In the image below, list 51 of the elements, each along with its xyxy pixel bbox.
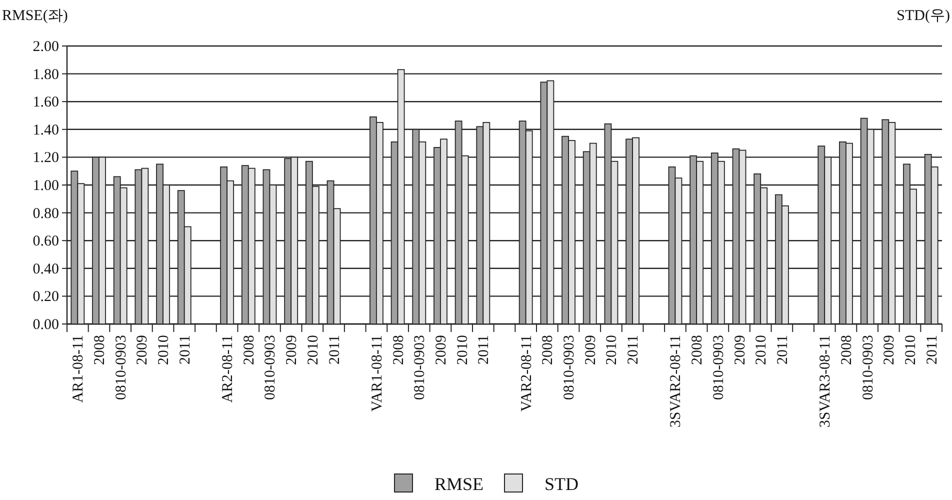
y-tick-label: 1.00	[32, 178, 59, 194]
x-tick-label: 2009	[732, 335, 748, 365]
x-tick-label: 2010	[754, 335, 770, 365]
x-tick-label: 2008	[241, 335, 258, 365]
y2-axis-title: STD(우)	[896, 8, 950, 24]
x-tick-label: 2011	[177, 335, 194, 364]
x-tick-label: VAR1-08-11	[369, 335, 386, 412]
y-tick-label: 1.20	[32, 150, 59, 166]
y-tick-label: 0.80	[32, 206, 59, 222]
x-tick-label: 2008	[838, 335, 855, 365]
y-tick-label: 2.00	[32, 39, 59, 55]
x-tick-label: 2010	[305, 335, 322, 365]
x-tick-label: 2010	[604, 335, 620, 365]
y-tick-label: 0.00	[32, 317, 59, 333]
x-tick-label: 0810-0903	[412, 335, 428, 400]
x-tick-label: 2009	[134, 335, 151, 365]
x-tick-label: 2008	[690, 335, 706, 365]
x-tick-label: 2010	[156, 335, 172, 365]
x-tick-label: 0810-0903	[710, 335, 727, 400]
x-tick-label: 2011	[924, 335, 940, 364]
x-tick-label: 0810-0903	[562, 335, 578, 400]
legend-label: RMSE	[434, 474, 484, 494]
y-tick-label: 0.60	[32, 234, 59, 250]
y-tick-label: 1.40	[32, 122, 59, 138]
y-tick-label: 1.80	[32, 66, 59, 83]
x-tick-label: 3SVAR3-08-11	[818, 335, 834, 428]
y-axis-title: RMSE(좌)	[2, 8, 68, 24]
x-tick-label: 2009	[284, 335, 300, 365]
x-tick-label: AR2-08-11	[220, 335, 236, 403]
y-tick-label: 0.40	[32, 261, 59, 278]
x-tick-label: 0810-0903	[113, 335, 130, 400]
x-tick-label: 2009	[433, 335, 450, 365]
x-tick-label: 2009	[882, 335, 898, 365]
x-tick-label: 2008	[92, 335, 108, 365]
x-tick-label: 2011	[626, 335, 642, 364]
x-tick-label: 2011	[326, 335, 343, 364]
x-tick-label: 2008	[540, 335, 556, 365]
x-tick-label: 3SVAR2-08-11	[668, 335, 684, 428]
x-tick-label: 2010	[902, 335, 919, 365]
x-tick-label: 0810-0903	[262, 335, 279, 400]
y-tick-label: 0.20	[32, 289, 59, 306]
x-tick-label: 2009	[582, 335, 599, 365]
x-tick-label: 2011	[476, 335, 492, 364]
y-tick-label: 1.60	[32, 94, 59, 111]
x-tick-label: 2008	[390, 335, 407, 365]
x-tick-label: 0810-0903	[860, 335, 876, 400]
legend-label: STD	[544, 474, 579, 494]
x-tick-label: AR1-08-11	[70, 335, 87, 403]
x-tick-label: 2011	[774, 335, 791, 364]
x-tick-label: VAR2-08-11	[518, 335, 535, 412]
x-tick-label: 2010	[454, 335, 471, 365]
